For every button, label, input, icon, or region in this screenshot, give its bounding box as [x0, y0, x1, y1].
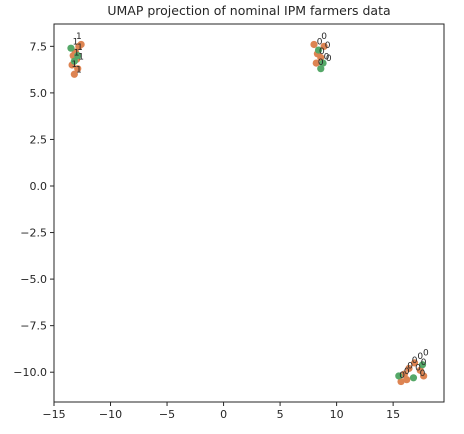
point-label: 0 [421, 358, 427, 368]
point-label: 0 [318, 58, 324, 68]
y-tick-label: −10.0 [13, 366, 47, 379]
point-label: 1 [78, 52, 84, 62]
x-tick-label: 15 [386, 408, 400, 421]
x-axis-ticks: −15 −10 −5 0 5 10 15 [42, 402, 400, 421]
plot-area [54, 24, 444, 402]
y-tick-label: 5.0 [30, 87, 48, 100]
point-label: 0 [325, 41, 331, 51]
point-label: 0 [326, 54, 332, 64]
y-tick-label: −7.5 [20, 320, 47, 333]
y-tick-label: 7.5 [30, 40, 48, 53]
y-tick-label: 0.0 [30, 180, 48, 193]
x-tick-label: −5 [159, 408, 175, 421]
x-tick-label: 5 [277, 408, 284, 421]
y-axis-ticks: 7.5 5.0 2.5 0.0 −2.5 −5.0 −7.5 −10.0 [13, 40, 54, 379]
x-tick-label: 0 [220, 408, 227, 421]
scatter-point [410, 374, 417, 381]
x-tick-label: 10 [330, 408, 344, 421]
y-tick-label: 2.5 [30, 133, 48, 146]
point-label: 0 [420, 369, 426, 379]
x-tick-label: −15 [42, 408, 65, 421]
chart-title: UMAP projection of nominal IPM farmers d… [107, 3, 390, 18]
y-tick-label: −2.5 [20, 227, 47, 240]
y-tick-label: −5.0 [20, 273, 47, 286]
x-tick-label: −10 [99, 408, 122, 421]
point-label: 0 [399, 371, 405, 381]
point-label: 1 [76, 65, 82, 75]
